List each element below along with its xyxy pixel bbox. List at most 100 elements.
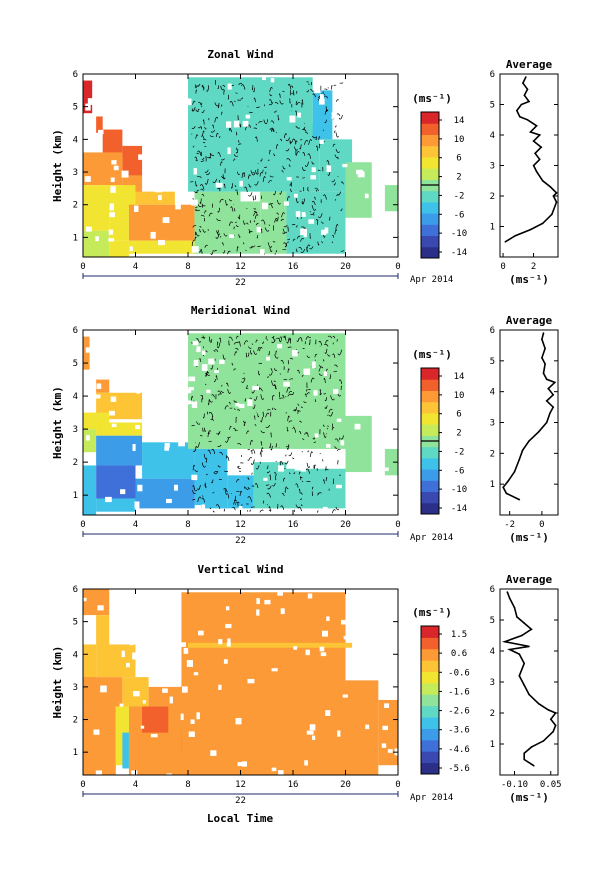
contour-line [258, 120, 263, 124]
profile-point [521, 634, 523, 637]
missing-cell [384, 643, 392, 648]
x-tick-label: 12 [235, 520, 246, 530]
missing-cell [374, 393, 379, 400]
missing-cell [336, 418, 342, 422]
contour-line [261, 219, 266, 225]
contour-line [223, 488, 228, 493]
contour-line [267, 159, 270, 162]
contour-line [285, 445, 290, 448]
contour-line [237, 466, 242, 470]
contour-line [293, 409, 297, 412]
contour-line [210, 364, 214, 370]
contour-line [312, 135, 317, 139]
contour-line [223, 233, 228, 237]
contour-line [307, 186, 309, 191]
contour-line [243, 172, 246, 177]
contour-line [260, 228, 263, 234]
missing-cell [229, 234, 234, 239]
profile-point [530, 746, 533, 748]
profile-point [518, 675, 521, 677]
contour-line [250, 350, 253, 355]
contour-line [289, 140, 292, 145]
contour-line [298, 488, 301, 494]
missing-cell [218, 684, 222, 690]
missing-cell [301, 464, 306, 472]
missing-cell [342, 694, 348, 698]
data-region [194, 448, 228, 509]
contour-line [340, 250, 345, 252]
data-region [96, 422, 143, 436]
missing-cell [233, 120, 240, 128]
contour-line [289, 140, 294, 144]
colorbar-tick-label: 0.6 [451, 649, 467, 659]
data-region [102, 129, 123, 156]
missing-cell [158, 194, 162, 201]
contour-line [255, 123, 258, 126]
contour-line [218, 432, 221, 436]
data-region [122, 145, 143, 179]
y-tick-label: 1 [73, 748, 78, 758]
profile-point [523, 94, 526, 97]
contour-line [296, 235, 301, 239]
contour-line [281, 492, 285, 497]
contour-line [226, 382, 229, 387]
contour-line [269, 149, 271, 155]
contour-line [306, 432, 309, 437]
contour-line [213, 470, 219, 475]
contour-line [299, 144, 302, 150]
contour-line [283, 242, 288, 247]
contour-line [237, 443, 242, 446]
contour-line [275, 216, 279, 222]
contour-line [222, 250, 226, 254]
date-label: Apr 2014 [410, 533, 453, 543]
contour-line [316, 145, 318, 151]
missing-cell [227, 147, 231, 155]
missing-cell [293, 193, 298, 198]
contour-line [252, 172, 256, 175]
missing-cell [136, 389, 140, 394]
missing-cell [215, 182, 223, 188]
contour-line [317, 510, 319, 513]
contour-line [289, 98, 291, 104]
contour-line [337, 460, 339, 465]
profile-point [530, 628, 533, 631]
missing-cell [185, 400, 192, 405]
missing-cell [196, 254, 204, 261]
contour-line [210, 249, 214, 255]
contour-line [307, 190, 310, 192]
data-region [286, 468, 346, 509]
profile-point [545, 421, 548, 424]
missing-cell [342, 163, 348, 168]
missing-cell [252, 385, 260, 391]
missing-cell [319, 94, 324, 101]
missing-cell [188, 376, 196, 382]
missing-cell [367, 115, 372, 122]
profile-x-tick-label: 0 [500, 262, 505, 272]
contour-line [205, 383, 207, 386]
contour-line [318, 213, 323, 218]
profile-y-tick-label: 3 [490, 419, 495, 429]
contour-line [255, 339, 258, 343]
contour-line [278, 93, 281, 98]
contour-line [313, 441, 316, 444]
contour-line [296, 410, 301, 412]
colorbar-segment [421, 469, 439, 481]
contour-line [207, 430, 212, 435]
contour-line [246, 222, 249, 225]
contour-line [203, 454, 208, 460]
contour-line [302, 177, 306, 179]
contour-line [217, 207, 221, 213]
contour-line [217, 102, 220, 109]
missing-cell [381, 743, 387, 748]
colorbar-segment [421, 156, 439, 169]
x-tick-label: 20 [340, 520, 351, 530]
missing-cell [241, 761, 247, 767]
contour-line [324, 397, 328, 402]
data-region [188, 77, 313, 124]
contour-line [203, 427, 206, 432]
contour-line [227, 389, 231, 394]
missing-cell [100, 685, 107, 693]
x-tick-label: 8 [185, 262, 190, 272]
contour-line [192, 100, 196, 105]
missing-cell [166, 498, 172, 504]
